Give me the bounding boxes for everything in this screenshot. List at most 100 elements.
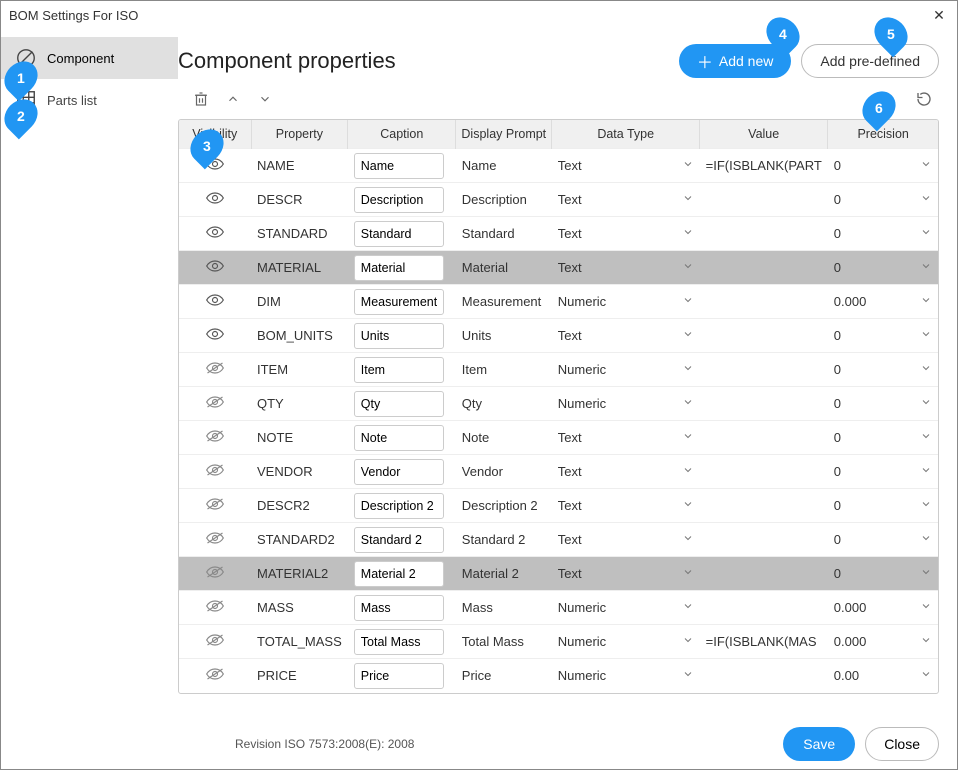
caption-input[interactable] [354,493,444,519]
datatype-dropdown[interactable] [676,523,700,557]
visibility-toggle[interactable] [179,625,251,659]
visibility-toggle[interactable] [179,353,251,387]
datatype-dropdown[interactable] [676,285,700,319]
value-cell[interactable]: =IF(ISBLANK(PART [700,149,828,183]
datatype-dropdown[interactable] [676,489,700,523]
datatype-dropdown[interactable] [676,387,700,421]
caption-input[interactable] [354,425,444,451]
datatype-value[interactable]: Numeric [552,353,676,387]
precision-value[interactable]: 0 [828,557,914,591]
precision-dropdown[interactable] [914,523,938,557]
caption-input[interactable] [354,663,444,689]
visibility-toggle[interactable] [179,557,251,591]
col-property[interactable]: Property [251,120,348,149]
datatype-dropdown[interactable] [676,659,700,693]
caption-input[interactable] [354,187,444,213]
table-row[interactable]: PRICEPriceNumeric0.00 [179,659,938,693]
value-cell[interactable] [700,523,828,557]
value-cell[interactable] [700,387,828,421]
caption-input[interactable] [354,289,444,315]
precision-dropdown[interactable] [914,149,938,183]
precision-dropdown[interactable] [914,591,938,625]
close-icon[interactable]: ✕ [929,7,949,24]
visibility-toggle[interactable] [179,183,251,217]
table-row[interactable]: BOM_UNITSUnitsText0 [179,319,938,353]
value-cell[interactable] [700,591,828,625]
value-cell[interactable] [700,489,828,523]
delete-icon[interactable] [192,90,210,108]
table-row[interactable]: ITEMItemNumeric0 [179,353,938,387]
datatype-dropdown[interactable] [676,319,700,353]
datatype-dropdown[interactable] [676,421,700,455]
precision-dropdown[interactable] [914,285,938,319]
precision-value[interactable]: 0.000 [828,285,914,319]
datatype-dropdown[interactable] [676,149,700,183]
datatype-value[interactable]: Text [552,489,676,523]
datatype-value[interactable]: Text [552,421,676,455]
visibility-toggle[interactable] [179,455,251,489]
caption-input[interactable] [354,357,444,383]
caption-input[interactable] [354,459,444,485]
visibility-toggle[interactable] [179,217,251,251]
value-cell[interactable]: =IF(ISBLANK(MAS [700,625,828,659]
visibility-toggle[interactable] [179,659,251,693]
precision-dropdown[interactable] [914,387,938,421]
close-button[interactable]: Close [865,727,939,761]
precision-dropdown[interactable] [914,421,938,455]
precision-dropdown[interactable] [914,251,938,285]
value-cell[interactable] [700,251,828,285]
table-row[interactable]: MATERIALMaterialText0 [179,251,938,285]
precision-dropdown[interactable] [914,557,938,591]
datatype-dropdown[interactable] [676,591,700,625]
precision-value[interactable]: 0 [828,387,914,421]
table-row[interactable]: TOTAL_MASSTotal MassNumeric=IF(ISBLANK(M… [179,625,938,659]
value-cell[interactable] [700,659,828,693]
datatype-value[interactable]: Text [552,251,676,285]
datatype-value[interactable]: Text [552,455,676,489]
visibility-toggle[interactable] [179,285,251,319]
precision-dropdown[interactable] [914,625,938,659]
caption-input[interactable] [354,221,444,247]
table-row[interactable]: DESCRDescriptionText0 [179,183,938,217]
table-row[interactable]: NOTENoteText0 [179,421,938,455]
table-row[interactable]: DIMMeasurementNumeric0.000 [179,285,938,319]
precision-value[interactable]: 0 [828,149,914,183]
value-cell[interactable] [700,557,828,591]
caption-input[interactable] [354,323,444,349]
value-cell[interactable] [700,217,828,251]
value-cell[interactable] [700,319,828,353]
precision-dropdown[interactable] [914,353,938,387]
datatype-dropdown[interactable] [676,251,700,285]
move-up-icon[interactable] [224,90,242,108]
datatype-dropdown[interactable] [676,455,700,489]
caption-input[interactable] [354,561,444,587]
datatype-dropdown[interactable] [676,557,700,591]
datatype-value[interactable]: Numeric [552,285,676,319]
visibility-toggle[interactable] [179,523,251,557]
datatype-value[interactable]: Text [552,319,676,353]
col-prompt[interactable]: Display Prompt [456,120,552,149]
table-row[interactable]: STANDARD2Standard 2Text0 [179,523,938,557]
visibility-toggle[interactable] [179,489,251,523]
precision-value[interactable]: 0 [828,319,914,353]
visibility-toggle[interactable] [179,319,251,353]
table-row[interactable]: QTYQtyNumeric0 [179,387,938,421]
move-down-icon[interactable] [256,90,274,108]
precision-value[interactable]: 0.000 [828,625,914,659]
caption-input[interactable] [354,391,444,417]
precision-dropdown[interactable] [914,217,938,251]
precision-dropdown[interactable] [914,183,938,217]
datatype-value[interactable]: Text [552,183,676,217]
precision-value[interactable]: 0 [828,523,914,557]
table-row[interactable]: VENDORVendorText0 [179,455,938,489]
precision-value[interactable]: 0.00 [828,659,914,693]
datatype-dropdown[interactable] [676,625,700,659]
caption-input[interactable] [354,255,444,281]
visibility-toggle[interactable] [179,421,251,455]
datatype-value[interactable]: Text [552,523,676,557]
precision-value[interactable]: 0 [828,489,914,523]
datatype-value[interactable]: Text [552,557,676,591]
precision-dropdown[interactable] [914,319,938,353]
caption-input[interactable] [354,595,444,621]
datatype-dropdown[interactable] [676,353,700,387]
